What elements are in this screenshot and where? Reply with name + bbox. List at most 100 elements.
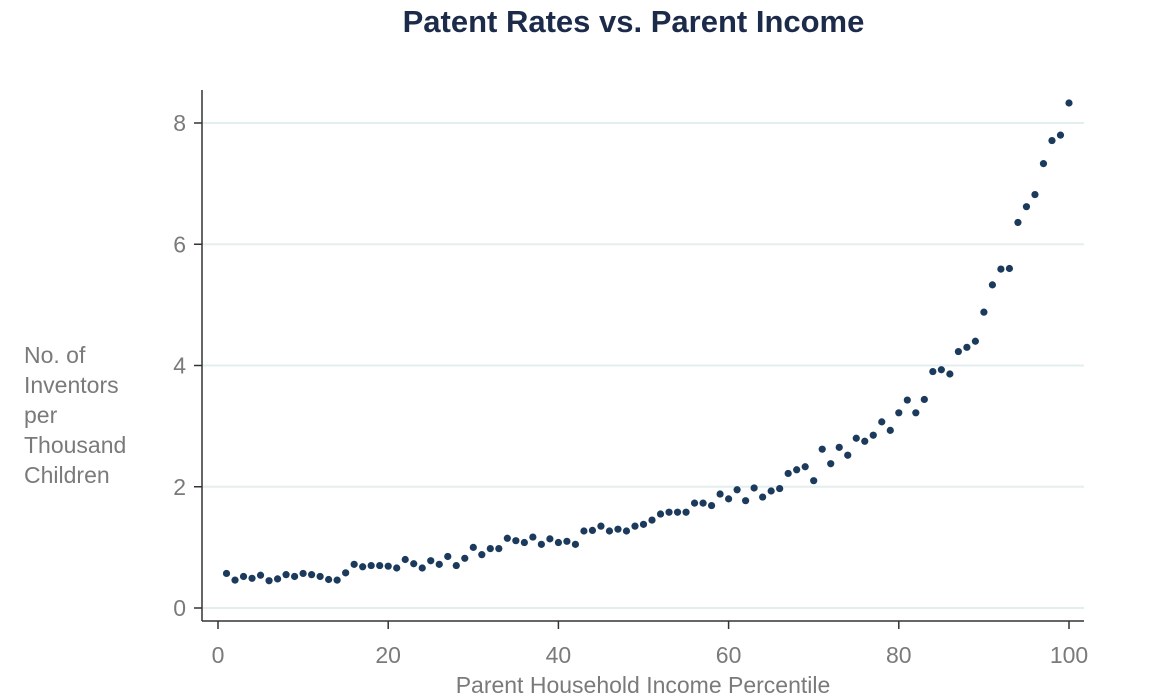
data-point — [401, 555, 409, 564]
y-axis-label-line: Children — [24, 462, 110, 488]
x-tick-label: 80 — [886, 642, 912, 668]
y-tick-label: 6 — [173, 231, 186, 257]
data-point — [895, 409, 903, 417]
data-point — [325, 575, 333, 584]
data-point — [886, 426, 894, 434]
data-point — [835, 443, 843, 451]
data-point — [282, 571, 290, 579]
data-point — [418, 564, 426, 572]
data-point — [707, 501, 716, 510]
data-point — [997, 265, 1005, 273]
data-point — [256, 571, 265, 579]
grid-lines — [202, 122, 1084, 609]
data-point — [801, 463, 809, 471]
data-point — [937, 366, 945, 374]
data-point — [742, 497, 750, 505]
data-point — [725, 495, 733, 503]
y-axis-label-line: No. of — [24, 342, 86, 368]
data-point — [359, 563, 367, 571]
data-point — [920, 395, 928, 404]
data-point — [1048, 136, 1056, 145]
data-point — [461, 554, 469, 562]
data-point — [1031, 190, 1039, 199]
data-point — [605, 527, 614, 535]
data-point — [793, 466, 801, 474]
data-point — [231, 576, 239, 584]
data-point — [469, 543, 477, 551]
data-point — [342, 569, 350, 577]
data-point — [410, 560, 418, 568]
data-point — [546, 535, 554, 543]
data-point — [290, 572, 299, 581]
y-tick-label: 4 — [173, 353, 186, 379]
data-point — [750, 484, 758, 492]
y-tick-label: 2 — [173, 474, 186, 500]
data-point — [427, 557, 435, 565]
x-tick-label: 40 — [546, 642, 572, 668]
x-axis-label: Parent Household Income Percentile — [456, 672, 831, 696]
data-point — [333, 576, 341, 584]
data-point — [486, 544, 494, 553]
data-point — [912, 409, 920, 417]
data-point — [767, 487, 775, 495]
data-point — [631, 522, 639, 530]
data-point — [827, 460, 835, 468]
data-point — [784, 469, 792, 478]
data-point — [554, 538, 563, 547]
data-point — [597, 522, 605, 530]
data-point — [1056, 131, 1065, 139]
data-point — [478, 551, 486, 559]
data-point — [1014, 218, 1022, 227]
data-point — [622, 527, 631, 535]
data-point — [878, 418, 886, 426]
data-point — [512, 537, 520, 545]
data-point — [367, 561, 375, 570]
data-point — [265, 577, 273, 585]
data-point — [1005, 264, 1014, 273]
data-point — [988, 281, 997, 289]
data-point — [563, 537, 571, 545]
y-axis-label-line: per — [24, 402, 58, 428]
data-point — [946, 370, 954, 378]
data-point — [614, 525, 622, 533]
data-point — [852, 434, 860, 442]
y-tick-label: 0 — [173, 595, 186, 621]
data-point — [529, 533, 537, 541]
data-point — [580, 527, 588, 535]
data-point — [648, 516, 656, 524]
y-axis-label-line: Inventors — [24, 372, 119, 398]
y-tick-label: 8 — [173, 110, 186, 136]
data-point — [673, 508, 682, 516]
data-point — [963, 343, 971, 351]
data-point — [316, 572, 324, 581]
data-point — [376, 561, 384, 570]
data-point — [435, 560, 443, 568]
x-tick-label: 60 — [716, 642, 742, 668]
data-point — [690, 499, 699, 507]
x-tick-label: 0 — [212, 642, 225, 668]
data-point — [239, 572, 248, 581]
data-point — [299, 569, 307, 578]
data-point — [716, 490, 724, 498]
data-point — [929, 367, 937, 376]
x-tick-label: 20 — [375, 642, 401, 668]
data-point — [384, 562, 392, 570]
data-point — [810, 477, 818, 485]
data-point — [869, 431, 877, 439]
data-point — [818, 445, 826, 453]
data-point — [222, 569, 231, 578]
data-point — [759, 493, 767, 501]
data-point — [971, 337, 979, 345]
y-axis-label: No. of Inventors per Thousand Children — [24, 340, 174, 490]
data-point — [1065, 99, 1073, 107]
data-point — [503, 534, 511, 542]
data-point — [495, 544, 503, 553]
axes — [194, 90, 1084, 629]
data-point — [776, 484, 784, 493]
x-tick-label: 100 — [1050, 642, 1088, 668]
data-point — [248, 574, 256, 582]
data-point — [656, 510, 665, 518]
data-point — [350, 560, 358, 568]
